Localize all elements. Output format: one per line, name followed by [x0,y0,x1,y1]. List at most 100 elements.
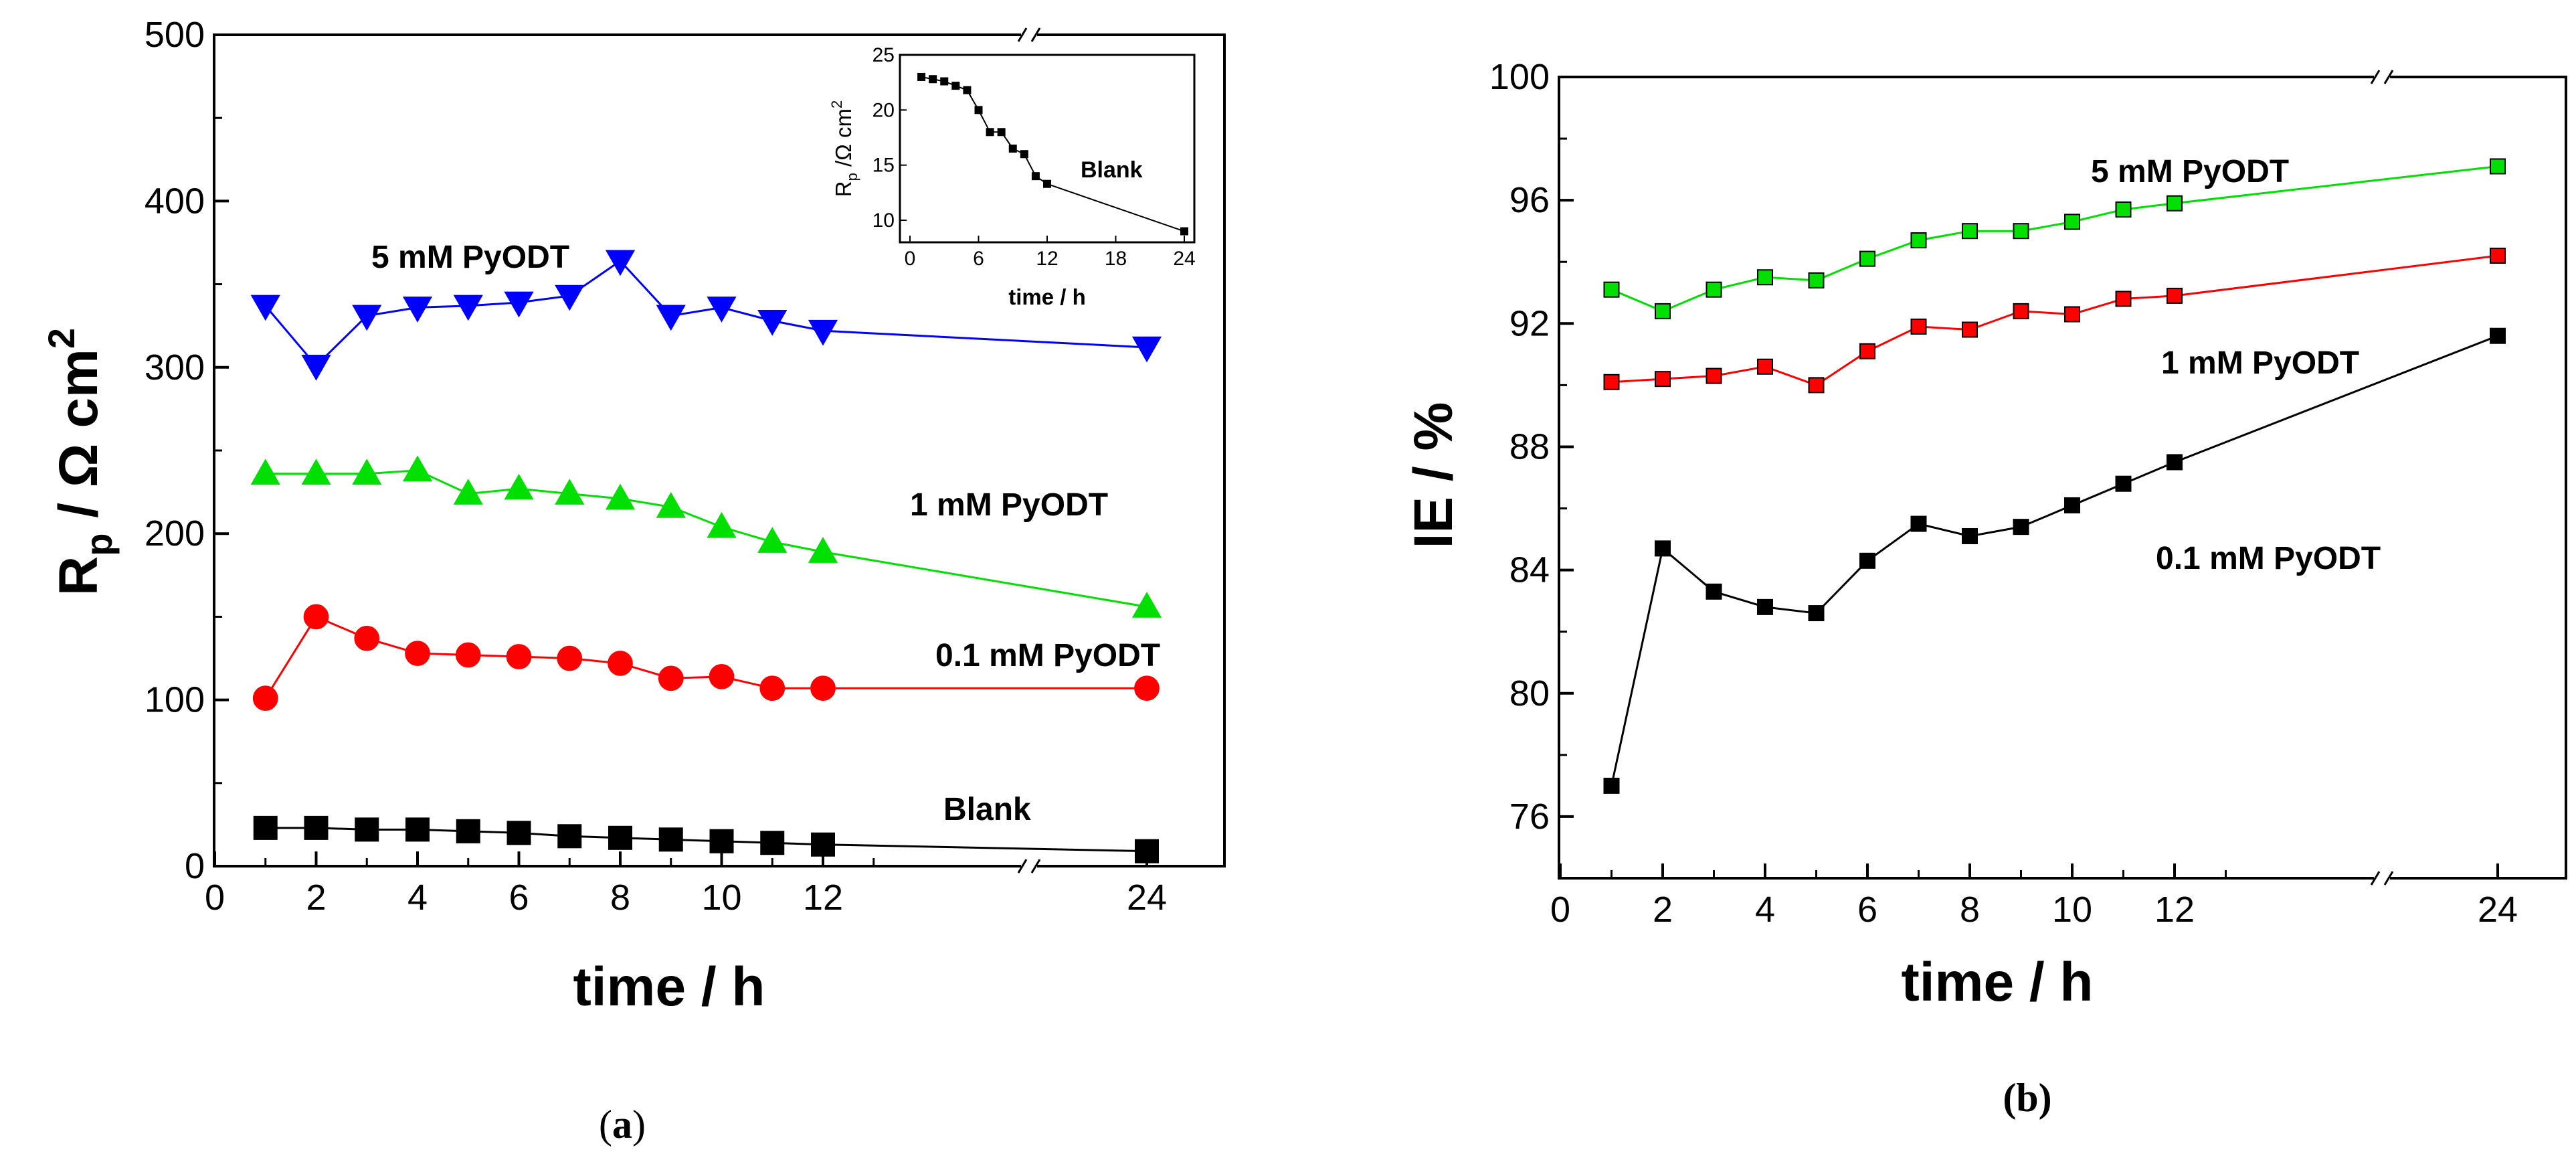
panel-b-point-s2-2 [1706,583,1722,600]
panel-a-label-01mm: 0.1 mM PyODT [935,638,1160,673]
panel-a-inset-chart: 10 15 20 25 0 6 12 18 24 time / h Rp /Ω cm2 Blan… [828,44,1196,309]
panel-a-point-s1-5 [504,473,534,500]
panel-b-point-s2-6 [1910,515,1927,532]
panel-a-axis-break-top-gap [1021,25,1037,44]
panel-a-point-s1-2 [352,459,382,485]
panel-b-y-tick-label: 84 [1509,550,1550,590]
panel-b-point-s0-8 [2013,223,2029,240]
panel-a-axis-break-top-stroke-left [1017,27,1028,42]
panel-a-y-axis-label: Rp / Ω cm2 [40,328,120,596]
panel-b-point-s2-7 [1962,527,1978,544]
inset-point-1 [929,75,937,84]
panel-a-point-s3-3 [405,817,430,842]
panel-a-point-s1-3 [402,455,433,482]
panel-b-point-s0-2 [1706,281,1722,298]
panel-a-x-tick-label: 8 [610,878,630,918]
panel-b-y-tick-label: 88 [1509,426,1550,467]
inset-y-tick-label: 10 [872,210,895,232]
panel-a-point-s0-1 [301,355,331,381]
inset-x-tick-label: 6 [973,248,984,270]
inset-markers [917,72,1188,236]
panel-b-caption: (b) [2003,1076,2051,1120]
panel-a-series-line-0 [264,259,1147,367]
panel-a-point-s3-10 [760,831,785,855]
panel-a-axis-break-top-stroke-right [1030,27,1041,42]
panel-b-point-s0-3 [1757,269,1773,286]
inset-point-7 [997,128,1006,137]
panel-a-x-tick-label: 12 [803,878,843,918]
panel-a-point-s1-9 [707,511,737,538]
panel-a-axis-break-top [1017,25,1041,44]
panel-b-point-s2-0 [1603,777,1620,794]
panel-b-point-s2-9 [2064,497,2080,513]
panel-b-point-s1-7 [1962,321,1978,338]
inset-x-tick-label: 24 [1173,248,1195,270]
panel-b-markers [1603,158,2506,794]
panel-b-point-s2-1 [1655,540,1671,557]
panel-a-point-s1-6 [555,479,585,505]
panel-a-y-tick-label: 0 [185,846,205,886]
panel-b-point-s0-0 [1603,281,1620,298]
panel-b-point-s1-4 [1808,377,1825,394]
panel-b-y-tick-label: 100 [1489,57,1550,97]
inset-y-label-sup: 2 [828,100,845,108]
panel-a-y-tick-label: 300 [145,347,205,388]
panel-b-label-5mm: 5 mM PyODT [2091,154,2289,189]
panel-b-point-s0-9 [2064,214,2080,230]
panel-a-axis-break-bottom-stroke-left [1017,859,1028,874]
panel-a-y-tick-label: 200 [145,513,205,554]
inset-point-11 [1043,179,1051,188]
panel-b-y-tick-label: 80 [1509,673,1550,714]
panel-b-series-line-0 [1611,165,2498,313]
panel-a-point-s1-7 [605,483,636,510]
inset-point-2 [940,77,949,86]
inset-point-9 [1020,150,1028,159]
panel-a-point-s0-5 [504,291,534,318]
panel-a-point-s0-12 [1131,336,1162,363]
panel-a-label-5mm: 5 mM PyODT [371,240,569,275]
panel-a-point-s3-0 [253,815,278,840]
panel-a-y-tick-label: 400 [145,181,205,221]
inset-y-label-main: R [831,181,856,197]
panel-b-axis-break-bottom-gap [2374,869,2390,888]
inset-frame [899,54,1196,244]
panel-b-point-s2-11 [2167,454,2183,471]
panel-a-point-s2-12 [1134,675,1160,701]
panel-a-point-s0-2 [352,305,382,331]
panel-a-y-label-sup: 2 [40,328,82,349]
panel-b-point-s0-7 [1962,223,1978,240]
panel-b-point-s2-4 [1808,605,1825,622]
panel-b-x-tick-label: 6 [1857,890,1877,930]
panel-b-axis-break-bottom [2370,869,2394,888]
panel-a-x-tick-label: 4 [407,878,428,918]
inset-y-label-rest: /Ω cm [831,108,856,173]
panel-a-point-s3-4 [456,819,480,843]
panel-a-point-s3-12 [1135,839,1159,863]
panel-a-point-s3-6 [557,824,582,849]
panel-a-y-tick-label: 500 [145,15,205,55]
inset-x-tick-label: 18 [1105,248,1127,270]
inset-label-blank: Blank [1081,157,1143,183]
panel-b-point-s1-10 [2115,291,2132,307]
panel-a-label-blank: Blank [943,792,1031,827]
panel-a-y-label-rest: / Ω cm [48,349,109,533]
panel-a-point-s3-7 [608,825,632,850]
inset-point-4 [963,86,972,94]
panel-b-x-axis-label: time / h [1901,952,2093,1013]
panel-a-point-s1-12 [1131,592,1162,618]
panel-a-point-s2-4 [455,642,481,668]
panel-a-series-lines [264,259,1147,853]
panel-a-point-s2-6 [557,645,583,671]
panel-b-x-tick-label: 24 [2478,890,2518,930]
panel-b-x-tick-label: 2 [1653,890,1673,930]
panel-b-point-s2-3 [1757,598,1773,615]
panel-b-point-s1-6 [1910,318,1927,335]
panel-b-point-s0-6 [1910,232,1927,249]
inset-axes: 10 15 20 25 0 6 12 18 24 [872,44,1196,270]
inset-x-axis-label: time / h [1008,284,1086,309]
panel-b-point-s1-2 [1706,367,1722,384]
panel-a-point-s1-10 [757,527,788,553]
inset-point-8 [1008,145,1017,153]
